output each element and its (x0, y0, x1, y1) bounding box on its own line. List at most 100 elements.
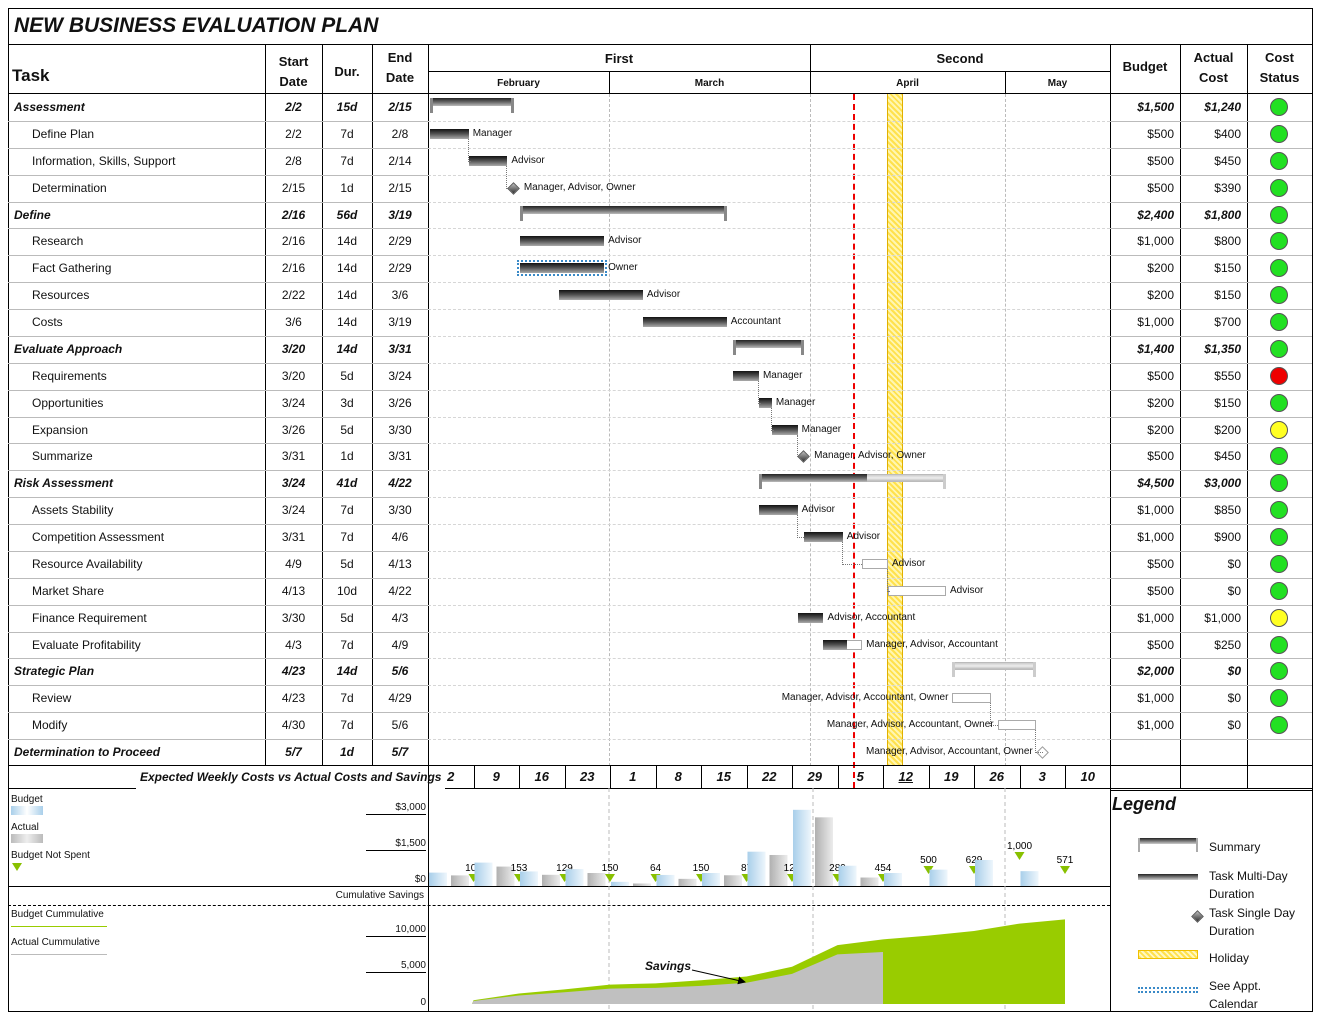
budget-cumulative-area (472, 919, 1065, 1004)
dependency-link (506, 165, 514, 189)
actual-cost-value: $1,240 (1204, 100, 1241, 114)
week-divider (1019, 766, 1021, 788)
month-march: March (694, 78, 725, 89)
task-name[interactable]: Information, Skills, Support (32, 153, 176, 168)
task-bar[interactable] (520, 236, 605, 247)
duration: 7d (340, 691, 354, 706)
task-bar[interactable] (797, 612, 824, 623)
col-budget: Budget (1122, 59, 1168, 74)
task-bar[interactable] (952, 693, 992, 704)
dependency-link (886, 568, 889, 592)
legend-summary: Summary (1209, 840, 1261, 854)
col-end: End Date (385, 50, 415, 85)
task-name[interactable]: Define Plan (32, 126, 95, 141)
not-spent-marker (923, 866, 934, 874)
end-date: 5/7 (391, 745, 409, 760)
task-bar[interactable] (559, 290, 643, 301)
task-name[interactable]: Opportunities (32, 395, 104, 410)
task-name[interactable]: Research (32, 234, 84, 249)
row-divider (8, 147, 428, 149)
row-divider (8, 524, 428, 526)
ytick: $3,000 (366, 802, 426, 815)
legend-single-day: Task Single Day Duration (1209, 906, 1296, 938)
row-divider (1110, 228, 1312, 230)
task-name[interactable]: Market Share (32, 583, 105, 598)
task-name[interactable]: Risk Assessment (14, 476, 113, 491)
task-name[interactable]: Fact Gathering (32, 261, 112, 276)
task-name[interactable]: Determination to Proceed (14, 745, 161, 760)
task-name[interactable]: Resources (32, 288, 90, 303)
row-divider (1110, 120, 1312, 122)
task-name[interactable]: Costs (32, 315, 63, 330)
summary-bar[interactable] (733, 339, 805, 348)
budget-value: $200 (1147, 422, 1174, 437)
task-bar[interactable] (517, 260, 608, 277)
task-bar[interactable] (733, 370, 759, 381)
task-name[interactable]: Finance Requirement (32, 610, 147, 625)
task-name[interactable]: Assessment (14, 100, 85, 114)
resource-label: Advisor, Accountant (827, 611, 916, 623)
start-date: 3/20 (281, 341, 306, 356)
task-name[interactable]: Determination (32, 180, 107, 195)
row-divider (8, 282, 428, 284)
row-gridline (428, 712, 1110, 714)
task-name[interactable]: Requirements (32, 368, 107, 383)
week-divider (792, 766, 793, 788)
task-bar[interactable] (771, 424, 798, 435)
duration: 14d (336, 234, 358, 249)
task-name[interactable]: Competition Assessment (32, 530, 165, 545)
task-bar[interactable] (804, 532, 843, 543)
week-label: 19 (944, 769, 959, 784)
actual-cost-value: $150 (1214, 395, 1241, 410)
task-bar[interactable] (758, 397, 772, 408)
task-name[interactable]: Evaluate Profitability (32, 637, 141, 652)
cost-status-green (1270, 581, 1288, 600)
task-name[interactable]: Summarize (32, 449, 93, 464)
duration: 14d (336, 315, 358, 330)
task-bar[interactable] (468, 155, 508, 166)
summary-bar[interactable] (520, 205, 727, 214)
actual-cost-value: $0 (1227, 691, 1241, 706)
task-bar[interactable] (862, 558, 888, 569)
start-date: 3/6 (285, 315, 302, 330)
budget-value: $500 (1147, 126, 1174, 141)
cost-status-green (1270, 286, 1288, 305)
summary-cap (733, 339, 737, 355)
budget-bar (747, 851, 766, 886)
task-name[interactable]: Review (32, 691, 72, 706)
task-bar[interactable] (642, 317, 727, 328)
cost-status-green (1270, 528, 1288, 547)
budget-value: $200 (1147, 288, 1174, 303)
savings-annotation: Savings (645, 959, 692, 973)
duration: 7d (340, 637, 354, 652)
task-bar[interactable] (430, 128, 469, 139)
week-divider (928, 766, 930, 788)
resource-label: Manager (775, 396, 816, 408)
task-name[interactable]: Define (14, 207, 51, 222)
actual-cost-value: $0 (1227, 556, 1241, 571)
actual-cost-value: $1,800 (1204, 207, 1241, 222)
summary-bar[interactable] (430, 98, 514, 106)
row-divider (1110, 577, 1312, 579)
resource-label: Advisor (891, 557, 926, 569)
task-name[interactable]: Assets Stability (32, 503, 114, 518)
task-name[interactable]: Expansion (32, 422, 89, 437)
task-name[interactable]: Modify (32, 718, 68, 733)
task-name[interactable]: Strategic Plan (14, 664, 95, 679)
end-date: 2/14 (388, 153, 412, 168)
row-divider (1110, 335, 1312, 337)
week-divider (701, 766, 702, 788)
cost-status-green (1270, 474, 1288, 493)
duration: 10d (336, 583, 358, 598)
duration: 7d (340, 718, 354, 733)
budget-bar (520, 871, 538, 886)
task-name[interactable]: Resource Availability (32, 556, 143, 571)
row-divider (8, 309, 428, 311)
task-name[interactable]: Evaluate Approach (14, 341, 123, 356)
task-bar[interactable] (887, 585, 946, 596)
end-date: 4/9 (391, 637, 409, 652)
task-bar[interactable] (997, 720, 1037, 731)
end-date: 2/8 (391, 126, 409, 141)
duration: 41d (336, 476, 358, 491)
task-bar[interactable] (758, 505, 798, 516)
